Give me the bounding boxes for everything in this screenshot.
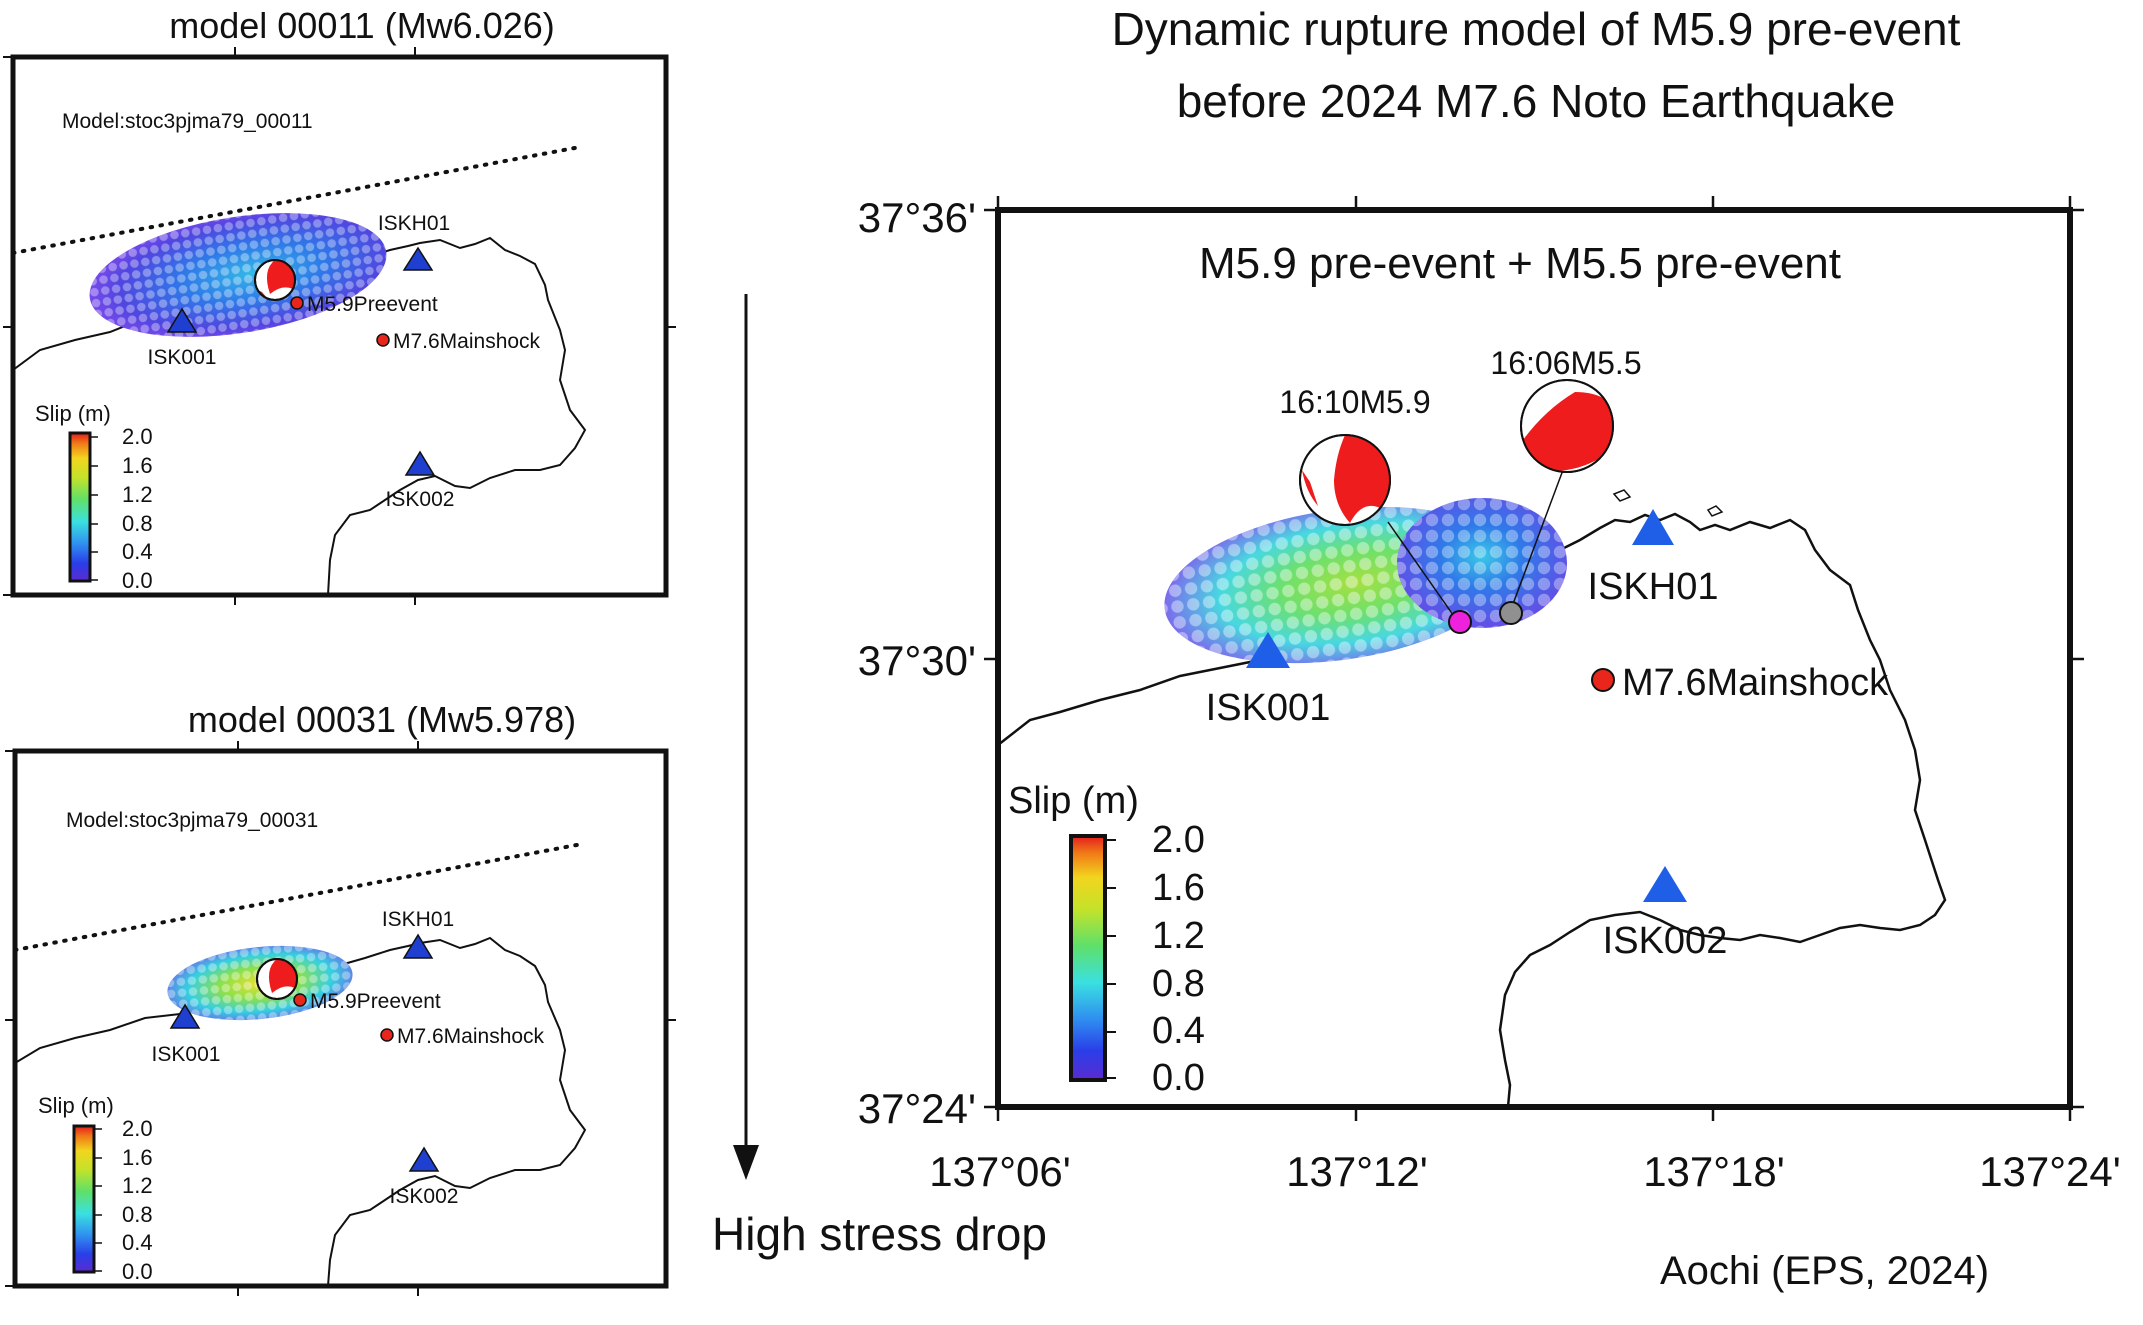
main-station-north-label: ISKH01 <box>1588 566 1719 608</box>
panel-b-cbar-tick: 0.0 <box>122 1259 153 1284</box>
main-cbar-tick: 1.2 <box>1152 915 1205 957</box>
panel-a-station-isk002 <box>404 450 436 476</box>
panel-b-cbar-tick: 1.2 <box>122 1173 153 1198</box>
panel-a-mainshock-epicenter <box>376 333 390 347</box>
panel-a-station-north-label: ISKH01 <box>378 212 450 235</box>
main-leader-m59 <box>1387 521 1459 623</box>
panel-b-beachball <box>256 958 298 1000</box>
main-mainshock-epicenter <box>1591 668 1615 692</box>
panel-a-station-isk001 <box>166 307 198 333</box>
main-leader-m55 <box>1509 469 1564 613</box>
main-cbar-tick: 0.0 <box>1152 1057 1205 1099</box>
lat-label-37-36: 37°36' <box>858 194 976 241</box>
main-epicenter-m55 <box>1499 601 1523 625</box>
main-beachball-m55 <box>1520 379 1614 473</box>
main-event2-label: 16:06M5.5 <box>1490 345 1641 381</box>
main-subtitle: M5.9 pre-event + M5.5 pre-event <box>1199 239 1841 288</box>
panel-b-station-west-label: ISK001 <box>152 1043 221 1066</box>
main-cbar-tick: 0.8 <box>1152 963 1205 1005</box>
panel-a-cbar-tick: 1.6 <box>122 453 153 478</box>
stress-drop-arrow <box>733 294 759 1180</box>
panel-b-preevent-label: M5.9Preevent <box>310 990 441 1013</box>
main-mainshock-label: M7.6Mainshock <box>1622 662 1889 704</box>
panel-a-preevent-label: M5.9Preevent <box>307 293 438 316</box>
panel-a-colorbar-title: Slip (m) <box>35 401 111 426</box>
panel-a-cbar-tick: 2.0 <box>122 424 153 449</box>
panel-b-cbar-tick: 1.6 <box>122 1145 153 1170</box>
main-colorbar-title: Slip (m) <box>1008 780 1139 822</box>
panel-b-title: model 00031 (Mw5.978) <box>188 699 576 740</box>
main-title-line1: Dynamic rupture model of M5.9 pre-event <box>1112 3 1961 55</box>
main-cbar-tick: 1.6 <box>1152 867 1205 909</box>
panel-b-model-label: Model:stoc3pjma79_00031 <box>66 809 318 832</box>
main-title-line2: before 2024 M7.6 Noto Earthquake <box>1177 75 1896 127</box>
main-slip-grid-m55 <box>1397 498 1567 628</box>
main-cbar-tick: 2.0 <box>1152 819 1205 861</box>
panel-a-model-label: Model:stoc3pjma79_00011 <box>62 110 313 133</box>
panel-a-beachball <box>254 259 296 301</box>
panel-b-mainshock-epicenter <box>380 1028 394 1042</box>
main-event1-label: 16:10M5.9 <box>1279 384 1430 420</box>
lon-label-137-12: 137°12' <box>1286 1148 1428 1195</box>
panel-b-mainshock-label: M7.6Mainshock <box>397 1025 545 1048</box>
panel-a-mainshock-label: M7.6Mainshock <box>393 330 541 353</box>
panel-b-cbar-tick: 0.4 <box>122 1230 153 1255</box>
panel-b-colorbar: Slip (m) 2.0 1.6 1.2 0.8 0.4 0.0 <box>38 1093 153 1284</box>
lat-label-37-30: 37°30' <box>858 637 976 684</box>
main-station-iskh01 <box>1632 509 1674 545</box>
panel-b-fault-trace <box>15 842 584 952</box>
main-beachball-m59 <box>1299 434 1391 526</box>
panel-model-00011: model 00011 (Mw6.026) <box>3 5 676 605</box>
panel-a-cbar-tick: 0.0 <box>122 568 153 593</box>
panel-a-station-south-label: ISK002 <box>386 488 455 511</box>
panel-b-station-iskh01 <box>402 933 434 959</box>
panel-a-frame <box>10 54 669 598</box>
panel-a-slip-grid <box>89 213 387 337</box>
panel-a-station-iskh01 <box>402 246 434 271</box>
lon-label-137-18: 137°18' <box>1643 1148 1785 1195</box>
panel-a-cbar-tick: 0.8 <box>122 511 153 536</box>
panel-b-colorbar-title: Slip (m) <box>38 1093 114 1118</box>
panel-b-cbar-tick: 0.8 <box>122 1202 153 1227</box>
panel-model-00031: model 00031 (Mw5.978) <box>5 699 676 1296</box>
panel-b-station-south-label: ISK002 <box>390 1185 459 1208</box>
main-epicenter-m59 <box>1448 610 1472 634</box>
main-colorbar: Slip (m) 2.0 1.6 1.2 0.8 0.4 0.0 <box>1008 780 1205 1099</box>
lat-label-37-24: 37°24' <box>858 1085 976 1132</box>
main-station-west-label: ISK001 <box>1206 687 1331 729</box>
panel-b-station-north-label: ISKH01 <box>382 908 454 931</box>
lon-label-137-24: 137°24' <box>1979 1148 2121 1195</box>
panel-a-colorbar: Slip (m) 2.0 1.6 1.2 0.8 0.4 0.0 <box>35 401 153 593</box>
credit: Aochi (EPS, 2024) <box>1660 1249 1989 1293</box>
main-station-isk001 <box>1246 632 1290 668</box>
panel-b-ticks <box>5 741 676 1296</box>
main-cbar-tick: 0.4 <box>1152 1010 1205 1052</box>
panel-a-station-west-label: ISK001 <box>148 346 217 369</box>
main-ticks <box>984 196 2084 1121</box>
panel-b-station-isk002 <box>408 1146 440 1172</box>
arrow-label: High stress drop <box>712 1208 1047 1260</box>
panel-a-ticks <box>3 47 676 605</box>
panel-a-cbar-tick: 1.2 <box>122 482 153 507</box>
panel-b-station-isk001 <box>169 1003 201 1029</box>
panel-b-preevent-epicenter <box>293 993 307 1007</box>
panel-a-cbar-tick: 0.4 <box>122 539 153 564</box>
lon-label-137-06: 137°06' <box>929 1148 1071 1195</box>
panel-a-preevent-epicenter <box>290 296 304 310</box>
main-station-isk002 <box>1643 866 1687 902</box>
main-map-panel: 37°36' 37°30' 37°24' 137°06' 137°12' 137… <box>858 194 2121 1195</box>
panel-b-frame <box>12 748 669 1289</box>
main-station-south-label: ISK002 <box>1603 920 1728 962</box>
panel-a-title: model 00011 (Mw6.026) <box>169 5 555 46</box>
panel-a-fault-trace <box>13 145 582 255</box>
panel-b-cbar-tick: 2.0 <box>122 1116 153 1141</box>
